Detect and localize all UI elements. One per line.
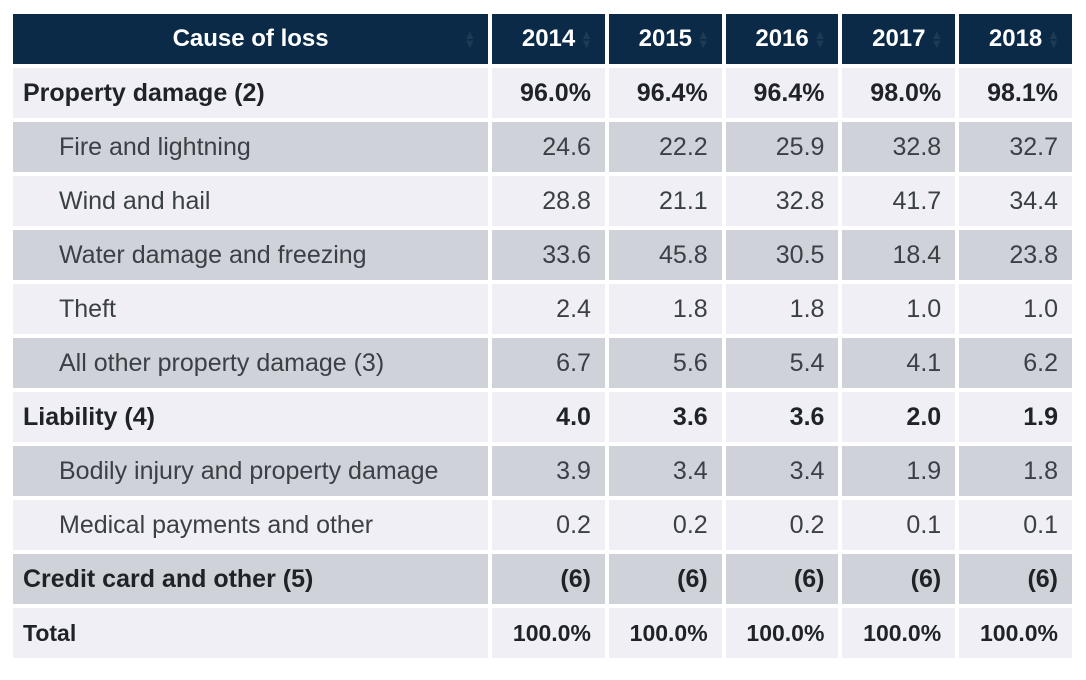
cell-value: 45.8 (608, 230, 722, 280)
sort-arrows-icon[interactable]: ▲ ▼ (813, 27, 827, 51)
cell-value: 4.0 (492, 392, 605, 442)
cell-value: 32.7 (959, 122, 1072, 172)
cell-value: (6) (959, 554, 1072, 604)
table-row: Property damage (2) 96.0% 96.4% 96.4% 98.0% 9… (13, 68, 1072, 118)
cell-value: 98.0% (842, 68, 956, 118)
cell-value: 1.8 (608, 284, 722, 334)
cell-value: 96.0% (492, 68, 605, 118)
cell-value: 0.2 (608, 500, 722, 550)
cell-value: 32.8 (725, 176, 839, 226)
row-label: Property damage (2) (13, 68, 489, 118)
sort-arrows-icon[interactable]: ▲ ▼ (580, 27, 593, 51)
cell-value: (6) (842, 554, 956, 604)
cell-value: 3.4 (608, 446, 722, 496)
cell-value: 1.9 (959, 392, 1072, 442)
cell-value: 0.2 (725, 500, 839, 550)
cell-value: 22.2 (608, 122, 722, 172)
row-label: Credit card and other (5) (13, 554, 489, 604)
cell-value: 33.6 (492, 230, 605, 280)
cell-value: (6) (608, 554, 722, 604)
row-label: Theft (13, 284, 489, 334)
column-header-2016[interactable]: 2016 ▲ ▼ (725, 14, 839, 64)
table-row: Theft 2.4 1.8 1.8 1.0 1.0 (13, 284, 1072, 334)
column-header-2015[interactable]: 2015 ▲ ▼ (608, 14, 722, 64)
cell-value: 18.4 (842, 230, 956, 280)
cell-value: 0.2 (492, 500, 605, 550)
table-row: Credit card and other (5) (6) (6) (6) (6) (6) (13, 554, 1072, 604)
cell-value: 100.0% (492, 608, 605, 658)
cell-value: 0.1 (959, 500, 1072, 550)
cell-value: 2.0 (842, 392, 956, 442)
cell-value: 3.6 (725, 392, 839, 442)
cell-value: 5.6 (608, 338, 722, 388)
row-label: Liability (4) (13, 392, 489, 442)
column-header-2014[interactable]: 2014 ▲ ▼ (492, 14, 605, 64)
column-header-2017[interactable]: 2017 ▲ ▼ (842, 14, 956, 64)
cell-value: 98.1% (959, 68, 1072, 118)
cell-value: 1.8 (959, 446, 1072, 496)
cell-value: 2.4 (492, 284, 605, 334)
sort-arrows-icon[interactable]: ▲ ▼ (696, 27, 710, 51)
column-header-cause[interactable]: Cause of loss ▲ ▼ (13, 14, 489, 64)
cell-value: 3.4 (725, 446, 839, 496)
cell-value: 100.0% (725, 608, 839, 658)
row-label: Total (13, 608, 489, 658)
cell-value: 5.4 (725, 338, 839, 388)
sort-arrows-icon[interactable]: ▲ ▼ (930, 27, 944, 51)
loss-table: Cause of loss ▲ ▼ 2014 ▲ ▼ 2015 ▲ ▼ 2016 ▲ ▼ 201… (9, 10, 1076, 662)
cell-value: 21.1 (608, 176, 722, 226)
header-row: Cause of loss ▲ ▼ 2014 ▲ ▼ 2015 ▲ ▼ 2016 ▲ ▼ 201… (13, 14, 1072, 64)
row-label: Water damage and freezing (13, 230, 489, 280)
cell-value: 1.9 (842, 446, 956, 496)
data-table-container: Cause of loss ▲ ▼ 2014 ▲ ▼ 2015 ▲ ▼ 2016 ▲ ▼ 201… (13, 14, 1072, 658)
table-row: Water damage and freezing 33.6 45.8 30.5 18.… (13, 230, 1072, 280)
cell-value: 28.8 (492, 176, 605, 226)
cell-value: 3.6 (608, 392, 722, 442)
cell-value: (6) (492, 554, 605, 604)
cell-value: 1.0 (959, 284, 1072, 334)
cell-value: 100.0% (959, 608, 1072, 658)
cell-value: 6.7 (492, 338, 605, 388)
cell-value: 1.0 (842, 284, 956, 334)
table-row: Medical payments and other 0.2 0.2 0.2 0.1 0.… (13, 500, 1072, 550)
row-label: Bodily injury and property damage (13, 446, 489, 496)
cell-value: 96.4% (725, 68, 839, 118)
cell-value: 100.0% (608, 608, 722, 658)
table-row: Total 100.0% 100.0% 100.0% 100.0% 100.0% (13, 608, 1072, 658)
cell-value: 100.0% (842, 608, 956, 658)
sort-arrows-icon[interactable]: ▲ ▼ (463, 27, 477, 51)
table-row: Bodily injury and property damage 3.9 3.4 3… (13, 446, 1072, 496)
cell-value: 23.8 (959, 230, 1072, 280)
cell-value: 24.6 (492, 122, 605, 172)
cell-value: (6) (725, 554, 839, 604)
cell-value: 30.5 (725, 230, 839, 280)
cell-value: 96.4% (608, 68, 722, 118)
row-label: Wind and hail (13, 176, 489, 226)
cell-value: 34.4 (959, 176, 1072, 226)
sort-arrows-icon[interactable]: ▲ ▼ (1047, 27, 1060, 51)
row-label: Fire and lightning (13, 122, 489, 172)
row-label: All other property damage (3) (13, 338, 489, 388)
table-row: All other property damage (3) 6.7 5.6 5.4 4.… (13, 338, 1072, 388)
table-row: Fire and lightning 24.6 22.2 25.9 32.8 32.7 (13, 122, 1072, 172)
cell-value: 6.2 (959, 338, 1072, 388)
table-row: Wind and hail 28.8 21.1 32.8 41.7 34.4 (13, 176, 1072, 226)
cell-value: 3.9 (492, 446, 605, 496)
cell-value: 32.8 (842, 122, 956, 172)
cell-value: 25.9 (725, 122, 839, 172)
cell-value: 4.1 (842, 338, 956, 388)
column-header-2018[interactable]: 2018 ▲ ▼ (959, 14, 1072, 64)
cell-value: 41.7 (842, 176, 956, 226)
cell-value: 1.8 (725, 284, 839, 334)
table-row: Liability (4) 4.0 3.6 3.6 2.0 1.9 (13, 392, 1072, 442)
row-label: Medical payments and other (13, 500, 489, 550)
table-body: Property damage (2) 96.0% 96.4% 96.4% 98.0% 9… (13, 68, 1072, 658)
cell-value: 0.1 (842, 500, 956, 550)
